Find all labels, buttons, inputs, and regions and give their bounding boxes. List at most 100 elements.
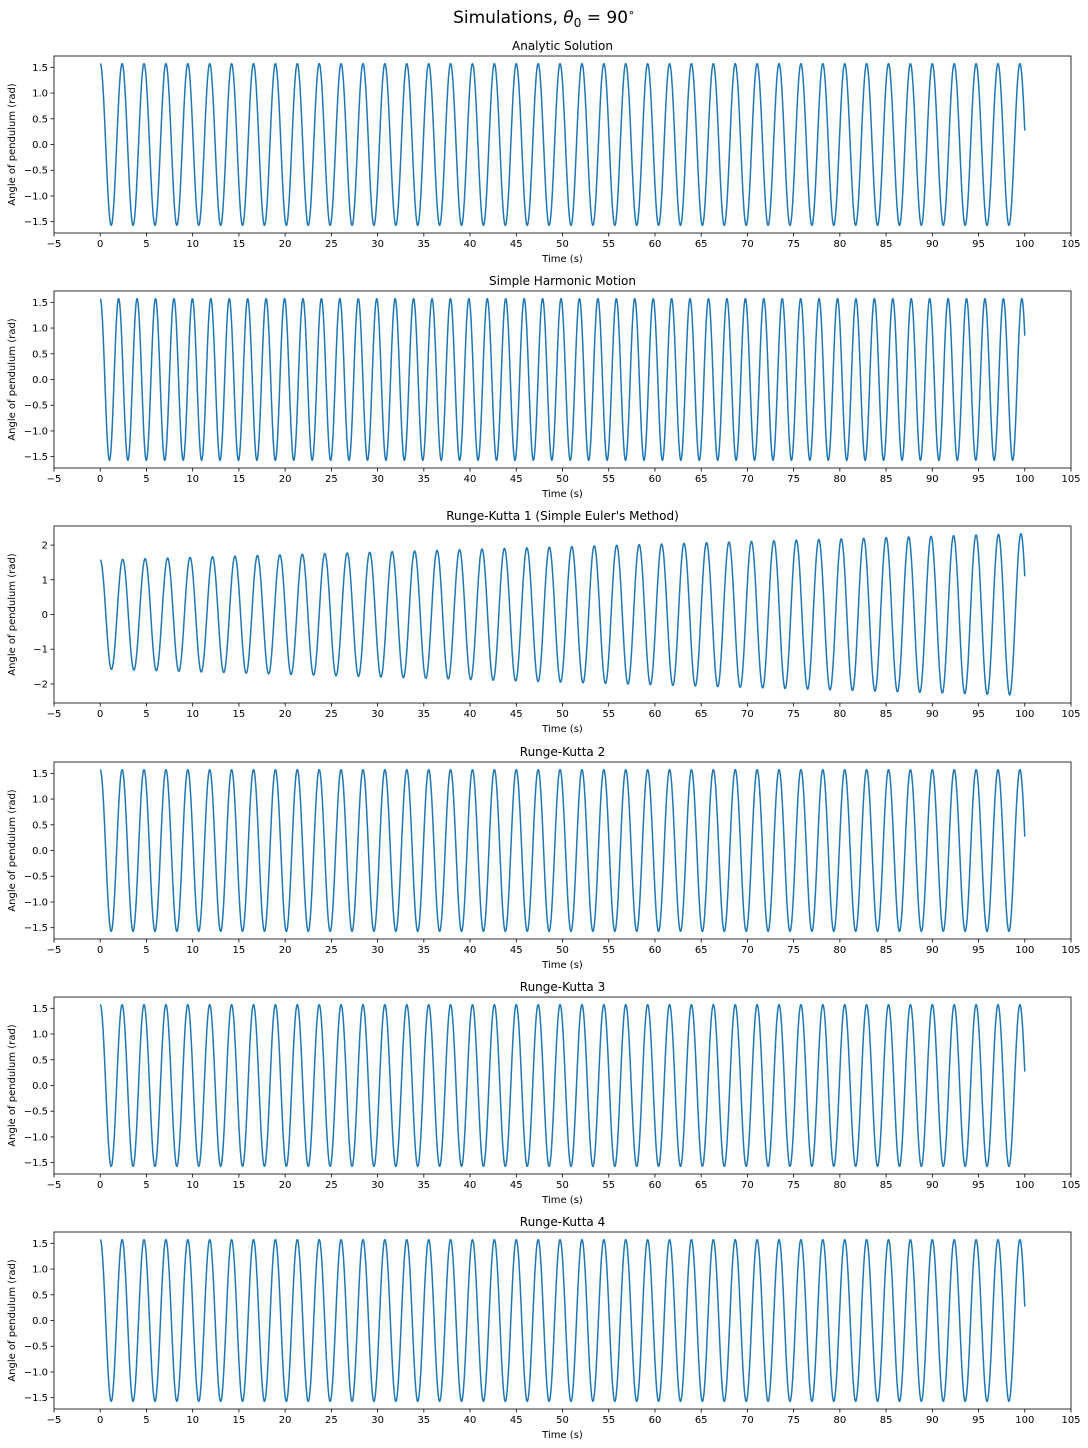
y-tick-label: 0.0 xyxy=(32,846,48,857)
x-tick-label: 45 xyxy=(510,709,523,720)
x-tick-label: 90 xyxy=(926,239,939,250)
x-axis-label: Time (s) xyxy=(541,1195,583,1206)
x-tick-label: 95 xyxy=(972,945,985,956)
x-tick-label: 75 xyxy=(787,239,800,250)
y-axis-label: Angle of pendulum (rad) xyxy=(7,789,18,912)
x-tick-label: 30 xyxy=(371,709,384,720)
y-tick-label: −1.5 xyxy=(24,217,48,228)
x-tick-label: 75 xyxy=(787,709,800,720)
y-tick-label: −1 xyxy=(33,645,48,656)
subplot-5: Runge-Kutta 3 −5 0 5 10 15 20 25 30 35 40 45 50 55 60 6… xyxy=(7,980,1081,1206)
x-tick-label: 80 xyxy=(833,709,846,720)
x-tick-label: 40 xyxy=(464,1180,477,1191)
x-tick-label: −5 xyxy=(47,1415,62,1426)
x-tick-label: 95 xyxy=(972,709,985,720)
x-tick-label: 50 xyxy=(556,945,569,956)
x-tick-label: 60 xyxy=(649,239,662,250)
x-axis-label: Time (s) xyxy=(541,1430,583,1441)
x-tick-label: 100 xyxy=(1015,1180,1034,1191)
y-tick-label: 2 xyxy=(42,541,48,552)
subplot-title: Runge-Kutta 1 (Simple Euler's Method) xyxy=(446,509,679,523)
x-tick-label: 25 xyxy=(325,474,338,485)
y-tick-label: 1.0 xyxy=(32,1265,48,1276)
x-tick-label: −5 xyxy=(47,709,62,720)
x-tick-label: 15 xyxy=(233,239,246,250)
x-tick-label: 5 xyxy=(143,945,149,956)
x-tick-label: 35 xyxy=(417,945,430,956)
y-tick-label: −2 xyxy=(33,679,48,690)
y-tick-label: 1.5 xyxy=(32,1004,48,1015)
x-tick-label: 25 xyxy=(325,709,338,720)
subplot-2: Simple Harmonic Motion −5 0 5 10 15 20 25 30 35 40… xyxy=(7,274,1081,500)
x-tick-label: −5 xyxy=(47,945,62,956)
x-tick-label: 40 xyxy=(464,945,477,956)
x-tick-label: 10 xyxy=(186,239,199,250)
x-tick-label: 95 xyxy=(972,474,985,485)
x-tick-label: 60 xyxy=(649,945,662,956)
x-tick-label: 85 xyxy=(880,1180,893,1191)
x-tick-label: 10 xyxy=(186,1415,199,1426)
x-tick-label: 15 xyxy=(233,1415,246,1426)
y-tick-label: 1.5 xyxy=(32,63,48,74)
x-tick-label: 20 xyxy=(279,474,292,485)
y-tick-label: 0.0 xyxy=(32,1081,48,1092)
x-tick-label: 95 xyxy=(972,1415,985,1426)
x-tick-label: 105 xyxy=(1061,239,1080,250)
y-tick-label: 1.5 xyxy=(32,298,48,309)
x-tick-label: 50 xyxy=(556,239,569,250)
x-tick-label: 40 xyxy=(464,474,477,485)
x-tick-label: 75 xyxy=(787,474,800,485)
x-tick-label: 0 xyxy=(97,239,103,250)
x-tick-label: 65 xyxy=(695,239,708,250)
x-tick-label: 30 xyxy=(371,1415,384,1426)
series-line xyxy=(99,62,1026,227)
x-tick-label: 75 xyxy=(787,1180,800,1191)
y-tick-label: −1.5 xyxy=(24,1393,48,1404)
x-tick-label: 60 xyxy=(649,709,662,720)
y-tick-label: 0.0 xyxy=(32,140,48,151)
x-tick-label: 25 xyxy=(325,945,338,956)
x-tick-label: 35 xyxy=(417,239,430,250)
x-tick-label: 85 xyxy=(880,709,893,720)
x-tick-label: 5 xyxy=(143,239,149,250)
x-tick-label: 0 xyxy=(97,709,103,720)
subplot-title: Analytic Solution xyxy=(512,39,613,53)
x-tick-label: 60 xyxy=(649,1180,662,1191)
x-tick-label: 85 xyxy=(880,239,893,250)
suptitle-theta: θ xyxy=(563,8,574,28)
x-tick-label: 90 xyxy=(926,1180,939,1191)
x-tick-label: 55 xyxy=(602,1180,615,1191)
x-tick-label: 40 xyxy=(464,1415,477,1426)
x-tick-label: 55 xyxy=(602,945,615,956)
series-line xyxy=(99,768,1026,933)
y-tick-label: −1.5 xyxy=(24,923,48,934)
x-tick-label: 80 xyxy=(833,1415,846,1426)
x-tick-label: 5 xyxy=(143,1415,149,1426)
x-tick-label: 45 xyxy=(510,1415,523,1426)
y-axis-label: Angle of pendulum (rad) xyxy=(7,553,18,676)
x-tick-label: 70 xyxy=(741,945,754,956)
y-tick-label: −0.5 xyxy=(24,401,48,412)
x-tick-label: 65 xyxy=(695,709,708,720)
y-tick-label: −0.5 xyxy=(24,1342,48,1353)
x-tick-label: 10 xyxy=(186,945,199,956)
x-axis-label: Time (s) xyxy=(541,724,583,735)
suptitle-subscript: 0 xyxy=(574,16,582,30)
series-line xyxy=(99,297,1026,462)
x-tick-label: 85 xyxy=(880,474,893,485)
y-tick-label: 0 xyxy=(42,610,48,621)
subplot-title: Runge-Kutta 2 xyxy=(520,745,605,759)
x-tick-label: 0 xyxy=(97,1180,103,1191)
y-axis-label: Angle of pendulum (rad) xyxy=(7,83,18,206)
x-tick-label: 15 xyxy=(233,1180,246,1191)
x-tick-label: 5 xyxy=(143,474,149,485)
x-tick-label: 5 xyxy=(143,1180,149,1191)
y-tick-label: −1.0 xyxy=(24,1367,48,1378)
x-tick-label: 60 xyxy=(649,1415,662,1426)
x-tick-label: 90 xyxy=(926,474,939,485)
x-tick-label: −5 xyxy=(47,474,62,485)
x-tick-label: 0 xyxy=(97,474,103,485)
x-tick-label: 65 xyxy=(695,1180,708,1191)
